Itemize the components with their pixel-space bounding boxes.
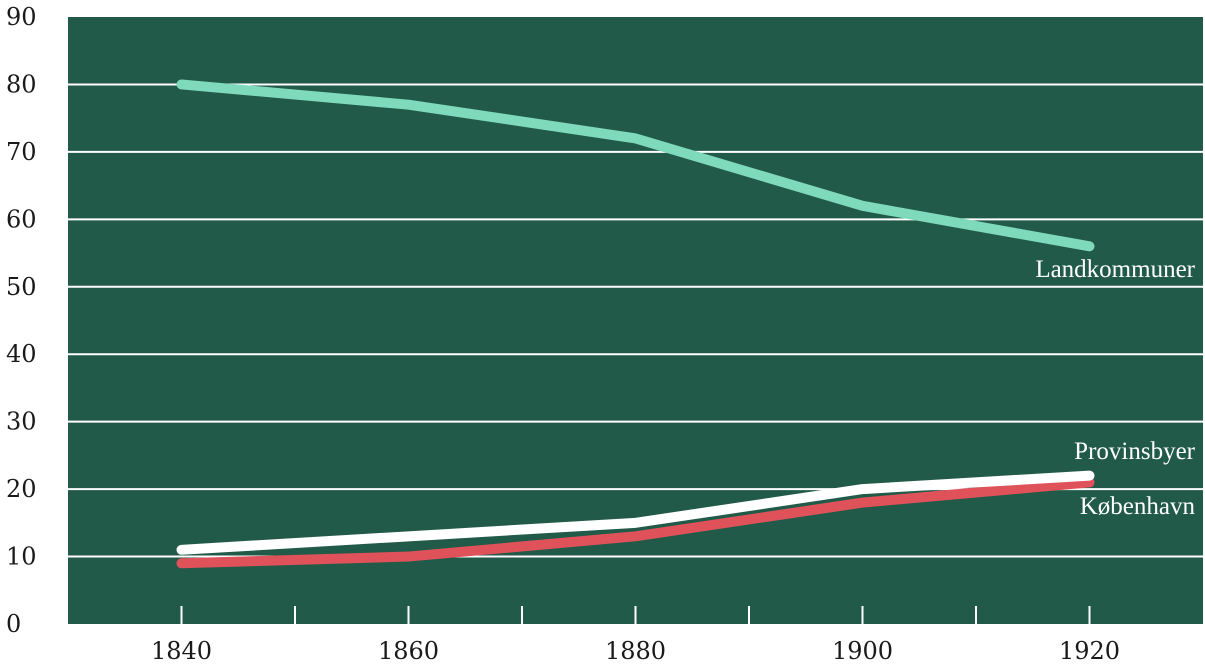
series-layer [176, 79, 1095, 569]
series-label-landkommuner: Landkommuner [1035, 256, 1195, 283]
series-line-landkommuner [176, 79, 1095, 252]
y-tick-label: 50 [6, 273, 37, 301]
y-axis-ticks: 0 10 20 30 40 50 60 70 80 90 [6, 3, 37, 638]
x-tick-label: 1860 [378, 637, 439, 665]
y-tick-label: 70 [6, 138, 37, 166]
y-tick-label: 30 [6, 408, 37, 436]
x-tick-label: 1840 [151, 637, 212, 665]
y-tick-label: 0 [6, 610, 21, 638]
y-tick-label: 20 [6, 475, 37, 503]
series-labels: Landkommuner Provinsbyer København [1035, 256, 1195, 520]
y-tick-label: 80 [6, 70, 37, 98]
x-tick-label: 1900 [832, 637, 893, 665]
series-label-kobenhavn: København [1080, 493, 1196, 520]
series-label-provinsbyer: Provinsbyer [1074, 438, 1196, 465]
y-tick-label: 60 [6, 205, 37, 233]
series-line-kobenhavn [176, 477, 1095, 569]
y-tick-label: 10 [6, 543, 37, 571]
series-line-provinsbyer [176, 470, 1095, 555]
x-tick-label: 1880 [605, 637, 666, 665]
y-tick-label: 90 [6, 3, 37, 31]
y-tick-label: 40 [6, 340, 37, 368]
x-tick-label: 1920 [1059, 637, 1120, 665]
x-axis-ticks: 1840 1860 1880 1900 1920 [151, 606, 1120, 665]
